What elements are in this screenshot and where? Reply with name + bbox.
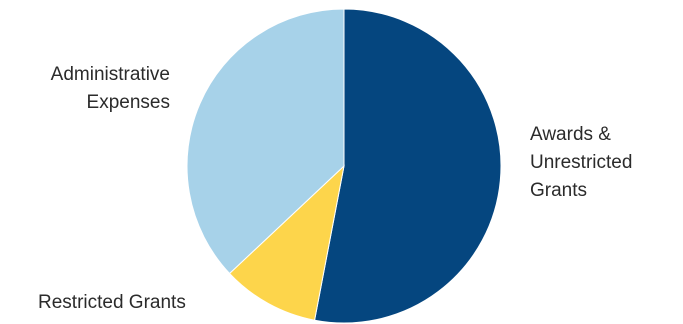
pie-slice-restricted-grants	[228, 164, 345, 321]
pie-slices	[186, 8, 502, 324]
slice-label-awards-line-1: Awards &	[530, 124, 611, 145]
slice-label-admin-line-1: Administrative	[51, 64, 170, 85]
pie-slice-awards-unrestricted-grants	[313, 8, 502, 324]
slice-label-awards-line-3: Grants	[530, 180, 587, 201]
pie-slice-administrative-expenses	[186, 8, 345, 275]
slice-label-admin-line-2: Expenses	[87, 92, 170, 113]
slice-label-awards-line-2: Unrestricted	[530, 152, 632, 173]
slice-label-restricted: Restricted Grants	[38, 292, 186, 313]
